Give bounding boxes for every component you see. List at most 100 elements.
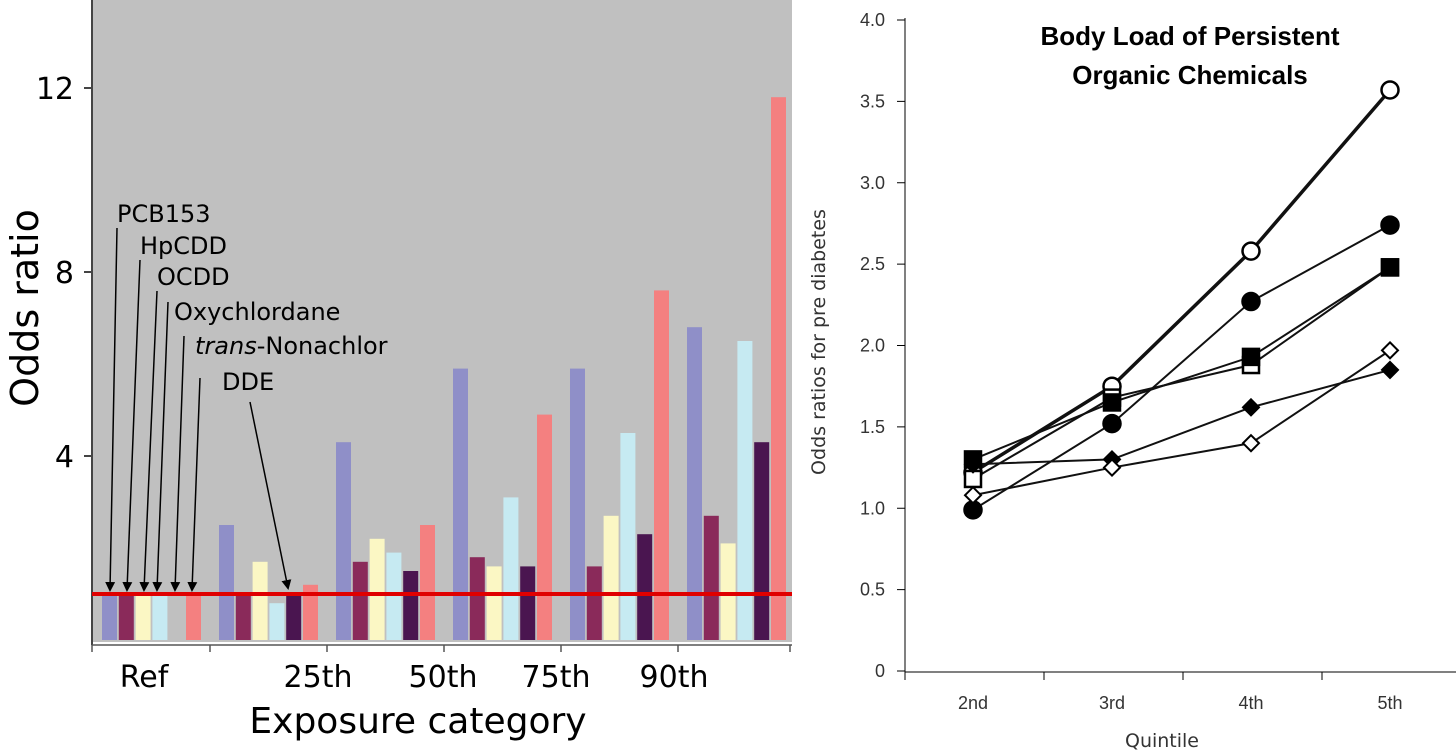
annotation-label-prefix: trans xyxy=(195,332,257,360)
left-bar-chart: 4 8 12 Ref 25th 50th 75th 90th PCB153 HpCDD OCDD… xyxy=(3,0,792,742)
bar-trans-nonachlor xyxy=(637,534,653,640)
chart-title-line2: Organic Chemicals xyxy=(1072,60,1308,90)
marker-open-diamond xyxy=(1380,340,1400,360)
y-axis-label: Odds ratio xyxy=(3,209,47,407)
annotation-label: OCDD xyxy=(157,263,230,291)
annotation-label-text: -Nonachlor xyxy=(257,332,388,360)
bar-hpcdd xyxy=(235,594,251,640)
bars xyxy=(102,97,786,640)
x-tick-label: 90th xyxy=(640,660,709,695)
series-markers xyxy=(963,80,1400,520)
bar-oxychlordane xyxy=(152,594,168,640)
bar-hpcdd xyxy=(352,561,368,640)
series-line-open-diamond xyxy=(972,349,1391,497)
y-axis-label: Odds ratios for pre diabetes xyxy=(808,209,830,475)
marker-filled-circle xyxy=(1241,291,1261,312)
bar-ocdd xyxy=(603,515,619,640)
series-line-filled-square xyxy=(972,266,1391,461)
x-tick-label: 4th xyxy=(1238,693,1263,713)
bar-pcb153 xyxy=(453,368,468,640)
bar-oxychlordane xyxy=(620,433,636,640)
y-tick-label: 3.5 xyxy=(860,91,885,111)
annotation-arrow xyxy=(170,335,185,592)
bar-oxychlordane xyxy=(269,603,285,640)
bar-pcb153 xyxy=(219,525,234,640)
bar-hpcdd xyxy=(118,594,134,640)
marker-filled-square xyxy=(1241,347,1261,367)
y-tick-label: 1.0 xyxy=(860,498,885,518)
bar-dde xyxy=(186,594,201,640)
plot-background xyxy=(92,0,792,642)
series-line-open-square xyxy=(972,266,1391,480)
y-tick-label: 2.0 xyxy=(860,336,885,356)
x-axis-label: Exposure category xyxy=(249,701,586,742)
marker-filled-circle xyxy=(1102,413,1122,434)
bar-pcb153 xyxy=(570,368,585,640)
marker-open-circle xyxy=(1380,80,1400,100)
bar-pcb153 xyxy=(102,594,117,640)
marker-open-diamond xyxy=(1102,458,1122,477)
y-tick-label: 12 xyxy=(36,72,74,107)
marker-open-diamond xyxy=(963,485,983,505)
right-line-chart: 0 0.5 1.0 1.5 2.0 2.5 3.0 3.5 4.0 2nd 3rd 4th 5th B… xyxy=(808,10,1456,752)
y-tick-label: 0.5 xyxy=(860,580,885,600)
series-line-filled-circle xyxy=(972,224,1391,511)
y-tick-label: 3.0 xyxy=(860,173,885,193)
bar-dde xyxy=(537,414,552,640)
x-ticks: Ref 25th 50th 75th 90th xyxy=(91,645,791,695)
bar-ocdd xyxy=(486,566,502,640)
bar-dde xyxy=(654,290,669,640)
bar-ocdd xyxy=(369,538,385,640)
annotation-label: DDE xyxy=(222,368,274,396)
annotation-arrow xyxy=(249,401,292,590)
y-tick-label: 4 xyxy=(55,440,74,475)
annotation-label: HpCDD xyxy=(140,232,227,260)
series-line-open-circle xyxy=(972,88,1392,474)
x-tick-label: 2nd xyxy=(958,693,988,713)
bar-oxychlordane xyxy=(737,341,753,640)
bar-trans-nonachlor xyxy=(520,566,536,640)
y-tick-label: 0 xyxy=(875,661,885,681)
bar-ocdd xyxy=(720,543,736,640)
marker-filled-circle xyxy=(1380,215,1400,235)
x-tick-label: 75th xyxy=(522,660,591,695)
y-tick-label: 4.0 xyxy=(860,10,885,30)
annotation-arrow xyxy=(152,301,169,592)
marker-filled-square xyxy=(1102,393,1122,412)
bar-dde xyxy=(420,525,435,640)
marker-open-circle xyxy=(1241,241,1261,261)
bar-trans-nonachlor xyxy=(754,442,770,640)
x-tick-label: 3rd xyxy=(1099,693,1125,713)
marker-filled-diamond xyxy=(1380,360,1400,380)
chart-title-line1: Body Load of Persistent xyxy=(1040,21,1339,51)
y-ticks: 4 8 12 xyxy=(36,72,92,475)
bar-hpcdd xyxy=(703,515,719,640)
marker-filled-diamond xyxy=(1241,397,1261,417)
bar-oxychlordane xyxy=(503,497,519,640)
bar-hpcdd xyxy=(469,557,485,640)
bar-dde xyxy=(771,97,786,640)
bar-trans-nonachlor xyxy=(403,571,419,640)
bar-trans-nonachlor xyxy=(286,594,302,640)
series-line-filled-diamond xyxy=(972,368,1391,466)
x-tick-label: 25th xyxy=(284,660,353,695)
y-tick-label: 1.5 xyxy=(860,417,885,437)
bar-pcb153 xyxy=(336,442,351,640)
annotation-arrow xyxy=(139,290,158,592)
annotation-label: Oxychlordane xyxy=(174,298,340,326)
y-tick-label: 2.5 xyxy=(860,254,885,274)
x-axis-label: Quintile xyxy=(1125,730,1199,752)
y-tick-label: 8 xyxy=(55,256,74,291)
annotation-arrow xyxy=(187,377,201,592)
annotation-label: trans-Nonachlor xyxy=(195,332,388,360)
series-lines xyxy=(972,88,1392,511)
marker-open-diamond xyxy=(1241,433,1261,453)
x-tick-label: 5th xyxy=(1377,693,1402,713)
marker-filled-square xyxy=(1380,258,1400,277)
bar-hpcdd xyxy=(586,566,602,640)
x-ticks: 2nd 3rd 4th 5th xyxy=(904,672,1403,713)
x-tick-label: Ref xyxy=(120,660,170,695)
y-ticks: 0 0.5 1.0 1.5 2.0 2.5 3.0 3.5 4.0 xyxy=(860,10,905,681)
bar-pcb153 xyxy=(687,327,702,640)
